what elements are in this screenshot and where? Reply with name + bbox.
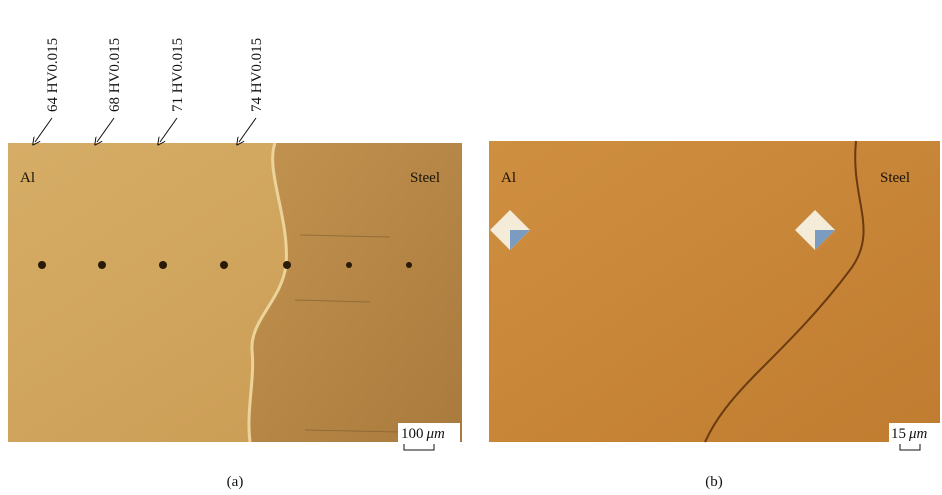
hardness-annotation: 71 HV0.015	[170, 38, 186, 112]
right-label: Steel	[880, 170, 910, 186]
figure: (a) Al Steel 100μm (b) Al Steel 15μm 64 HV0.015 6…	[0, 0, 942, 495]
panel-caption: (a)	[227, 474, 244, 490]
hardness-annotation: 74 HV0.015	[249, 38, 265, 112]
panel-caption: (b)	[705, 474, 723, 490]
hardness-annotation: 64 HV0.015	[45, 38, 61, 112]
right-label: Steel	[410, 170, 440, 186]
hardness-annotation: 68 HV0.015	[107, 38, 123, 112]
panel-b-image	[489, 141, 940, 442]
scale-unit: μm	[908, 426, 928, 442]
scale-unit: μm	[426, 426, 446, 442]
figure-svg: (a) Al Steel 100μm (b) Al Steel 15μm 64 HV0.015 6…	[0, 0, 942, 495]
left-label: Al	[501, 170, 516, 186]
panel-a-image	[8, 143, 462, 442]
arrows	[35, 118, 256, 142]
left-label: Al	[20, 170, 35, 186]
